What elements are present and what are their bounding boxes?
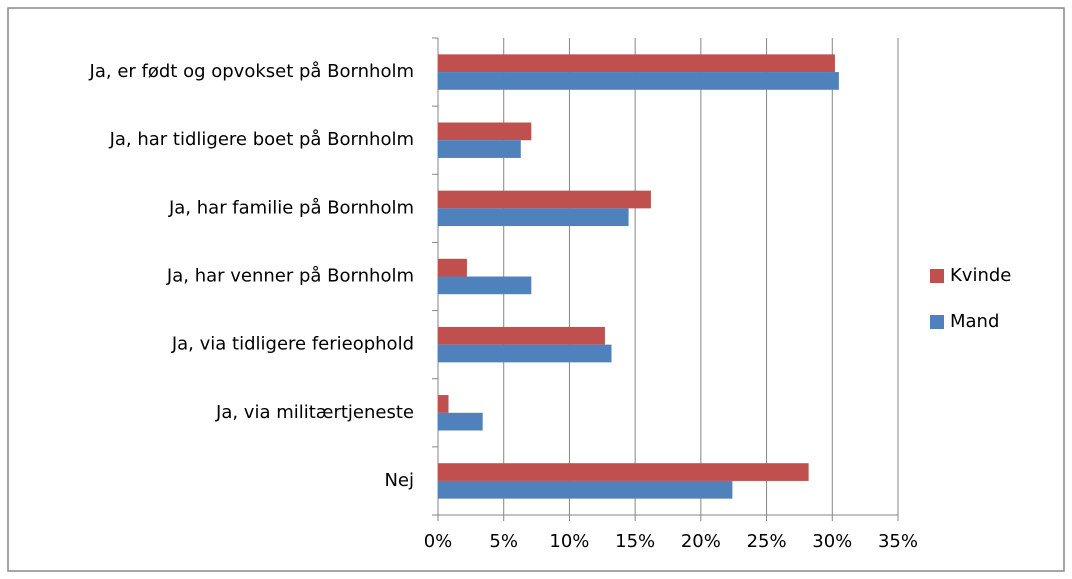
x-tick-label: 25% xyxy=(747,531,787,552)
bar xyxy=(438,344,612,363)
x-tick-label: 35% xyxy=(878,531,918,552)
legend-label: Mand xyxy=(950,311,999,332)
bar xyxy=(438,480,733,499)
bar xyxy=(438,412,483,431)
x-tick-label: 20% xyxy=(681,531,721,552)
x-tick-label: 10% xyxy=(549,531,589,552)
bar xyxy=(438,190,651,209)
y-tick-label: Nej xyxy=(384,470,414,491)
x-tick-label: 15% xyxy=(615,531,655,552)
bar xyxy=(438,258,467,277)
y-tick-label: Ja, er født og opvokset på Bornholm xyxy=(89,61,414,82)
legend-swatch xyxy=(930,269,944,283)
y-tick-label: Ja, har tidligere boet på Bornholm xyxy=(109,129,414,150)
x-tick-label: 30% xyxy=(812,531,852,552)
y-tick-label: Ja, har venner på Bornholm xyxy=(166,266,414,287)
bar xyxy=(438,54,835,73)
x-tick-label: 0% xyxy=(424,531,453,552)
y-tick-label: Ja, har familie på Bornholm xyxy=(168,197,414,218)
y-tick-label: Ja, via militærtjeneste xyxy=(215,402,414,423)
bar xyxy=(438,208,629,227)
y-tick-label: Ja, via tidligere ferieophold xyxy=(171,334,414,355)
legend-swatch xyxy=(930,315,944,329)
bar xyxy=(438,326,605,345)
bar xyxy=(438,122,532,141)
bar xyxy=(438,463,809,481)
legend-label: Kvinde xyxy=(950,265,1011,286)
bar xyxy=(438,276,532,295)
bar xyxy=(438,395,449,413)
bar xyxy=(438,140,521,158)
x-tick-label: 5% xyxy=(489,531,518,552)
bar xyxy=(438,72,839,90)
